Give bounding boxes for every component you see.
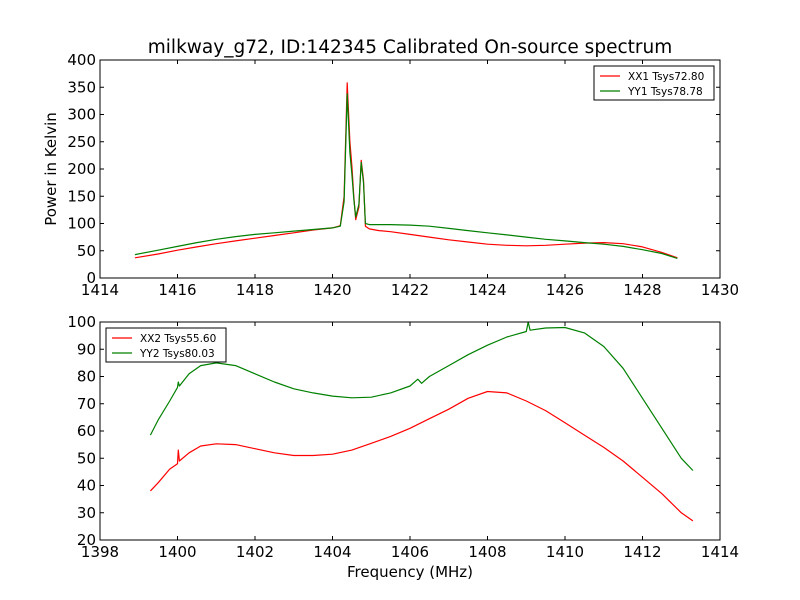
y-tick-label: 60 [77, 422, 96, 440]
legend-label-1: XX1 Tsys72.80 [628, 71, 704, 83]
x-tick-label: 1414 [81, 281, 119, 299]
y-tick-label: 350 [67, 78, 96, 96]
y-tick-label: 30 [77, 504, 96, 522]
x-tick-label: 1418 [236, 281, 274, 299]
y-tick-label: 0 [86, 269, 96, 287]
x-tick-label: 1410 [546, 543, 584, 561]
bottom-xlabel: Frequency (MHz) [347, 563, 473, 581]
bottom-panel: Frequency (MHz) 1398 1400 1402 1404 1406 1408… [67, 313, 739, 581]
x-tick-label: 1428 [623, 281, 661, 299]
legend-box [105, 327, 227, 363]
y-tick-label: 90 [77, 340, 96, 358]
series-line-2 [149, 321, 694, 471]
x-tick-label: 1414 [701, 543, 739, 561]
legend-box [593, 65, 715, 101]
y-tick-label: 20 [77, 531, 96, 549]
x-tick-label: 1420 [313, 281, 351, 299]
x-tick-label: 1406 [391, 543, 429, 561]
x-tick-label: 1424 [468, 281, 506, 299]
legend-label-2: YY1 Tsys78.78 [627, 86, 703, 98]
x-tick-label: 1430 [701, 281, 739, 299]
y-tick-label: 400 [67, 51, 96, 69]
y-tick-label: 150 [67, 187, 96, 205]
x-tick-label: 1404 [313, 543, 351, 561]
legend: XX1 Tsys72.80 YY1 Tsys78.78 [593, 65, 715, 101]
x-tick-label: 1408 [468, 543, 506, 561]
x-tick-label: 1422 [391, 281, 429, 299]
x-tick-label: 1402 [236, 543, 274, 561]
x-tick-label: 1400 [158, 543, 196, 561]
top-panel: Power in Kelvin 1414 1416 1418 1420 1422 1424… [42, 51, 739, 299]
x-tick-label: 1412 [623, 543, 661, 561]
x-tick-label: 1416 [158, 281, 196, 299]
x-tick-label: 1398 [81, 543, 119, 561]
legend-label-1: XX2 Tsys55.60 [140, 333, 216, 345]
y-tick-label: 40 [77, 477, 96, 495]
series-line-1 [149, 390, 694, 522]
legend: XX2 Tsys55.60 YY2 Tsys80.03 [105, 327, 227, 363]
y-tick-label: 100 [67, 313, 96, 331]
y-tick-label: 50 [77, 449, 96, 467]
y-tick-label: 300 [67, 106, 96, 124]
series-line-2 [134, 93, 678, 259]
chart-title: milkway_g72, ID:142345 Calibrated On-sou… [148, 37, 672, 58]
top-ylabel: Power in Kelvin [42, 112, 60, 226]
x-tick-label: 1426 [546, 281, 584, 299]
y-tick-label: 70 [77, 395, 96, 413]
y-tick-label: 50 [77, 242, 96, 260]
y-tick-label: 80 [77, 368, 96, 386]
y-tick-label: 250 [67, 133, 96, 151]
y-tick-label: 200 [67, 160, 96, 178]
y-tick-label: 100 [67, 215, 96, 233]
legend-label-2: YY2 Tsys80.03 [139, 348, 215, 360]
